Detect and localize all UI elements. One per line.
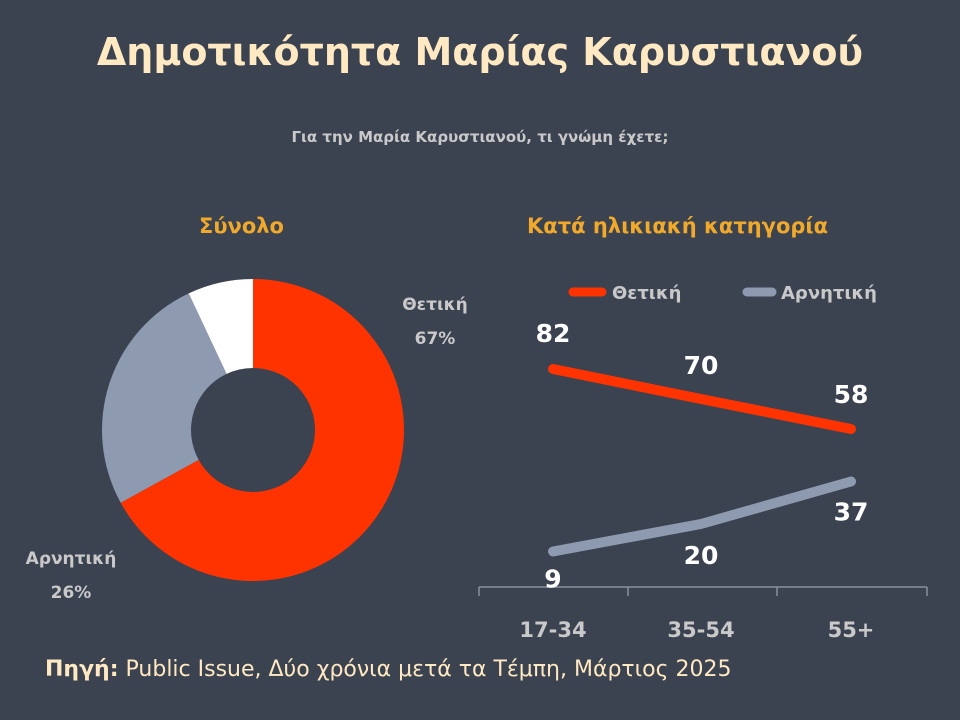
data-label-positive: 58 <box>834 380 869 409</box>
donut-label-positive-name: Θετική <box>402 295 468 315</box>
data-label-negative: 37 <box>834 498 869 527</box>
series-line-negative <box>548 476 856 557</box>
data-label-negative: 9 <box>544 565 561 594</box>
page-title: Δημοτικότητα Μαρίας Καρυστιανού <box>96 30 864 74</box>
donut-label-negative-value: 26% <box>51 583 92 603</box>
data-label-positive: 70 <box>684 351 719 380</box>
donut-slice-Θετική <box>120 279 405 581</box>
source-text: Public Issue, Δύο χρόνια μετά τα Τέμπη, … <box>118 657 732 682</box>
x-tick-label-17-34: 17-34 <box>519 618 586 642</box>
donut-slice-other <box>188 279 253 374</box>
series-line-positive <box>548 364 856 434</box>
line-chart-title: Κατά ηλικιακή κατηγορία <box>527 214 829 238</box>
x-tick-label-35-54: 35-54 <box>667 618 734 642</box>
donut-chart-title: Σύνολο <box>199 214 284 238</box>
donut-label-negative-name: Αρνητική <box>26 549 117 569</box>
survey-question: Για την Μαρία Καρυστιανού, τι γνώμη έχετ… <box>291 128 669 146</box>
source-label: Πηγή: <box>45 657 119 682</box>
data-label-negative: 20 <box>684 541 719 570</box>
source-note: Πηγή: Public Issue, Δύο χρόνια μετά τα Τ… <box>45 657 731 682</box>
donut-label-positive-value: 67% <box>415 329 456 349</box>
legend-label-negative: Αρνητική <box>781 283 877 304</box>
donut-slice-Αρνητική <box>101 293 227 503</box>
legend-label-positive: Θετική <box>612 283 681 304</box>
data-label-positive: 82 <box>536 319 571 348</box>
x-tick-label-55+: 55+ <box>828 618 875 642</box>
